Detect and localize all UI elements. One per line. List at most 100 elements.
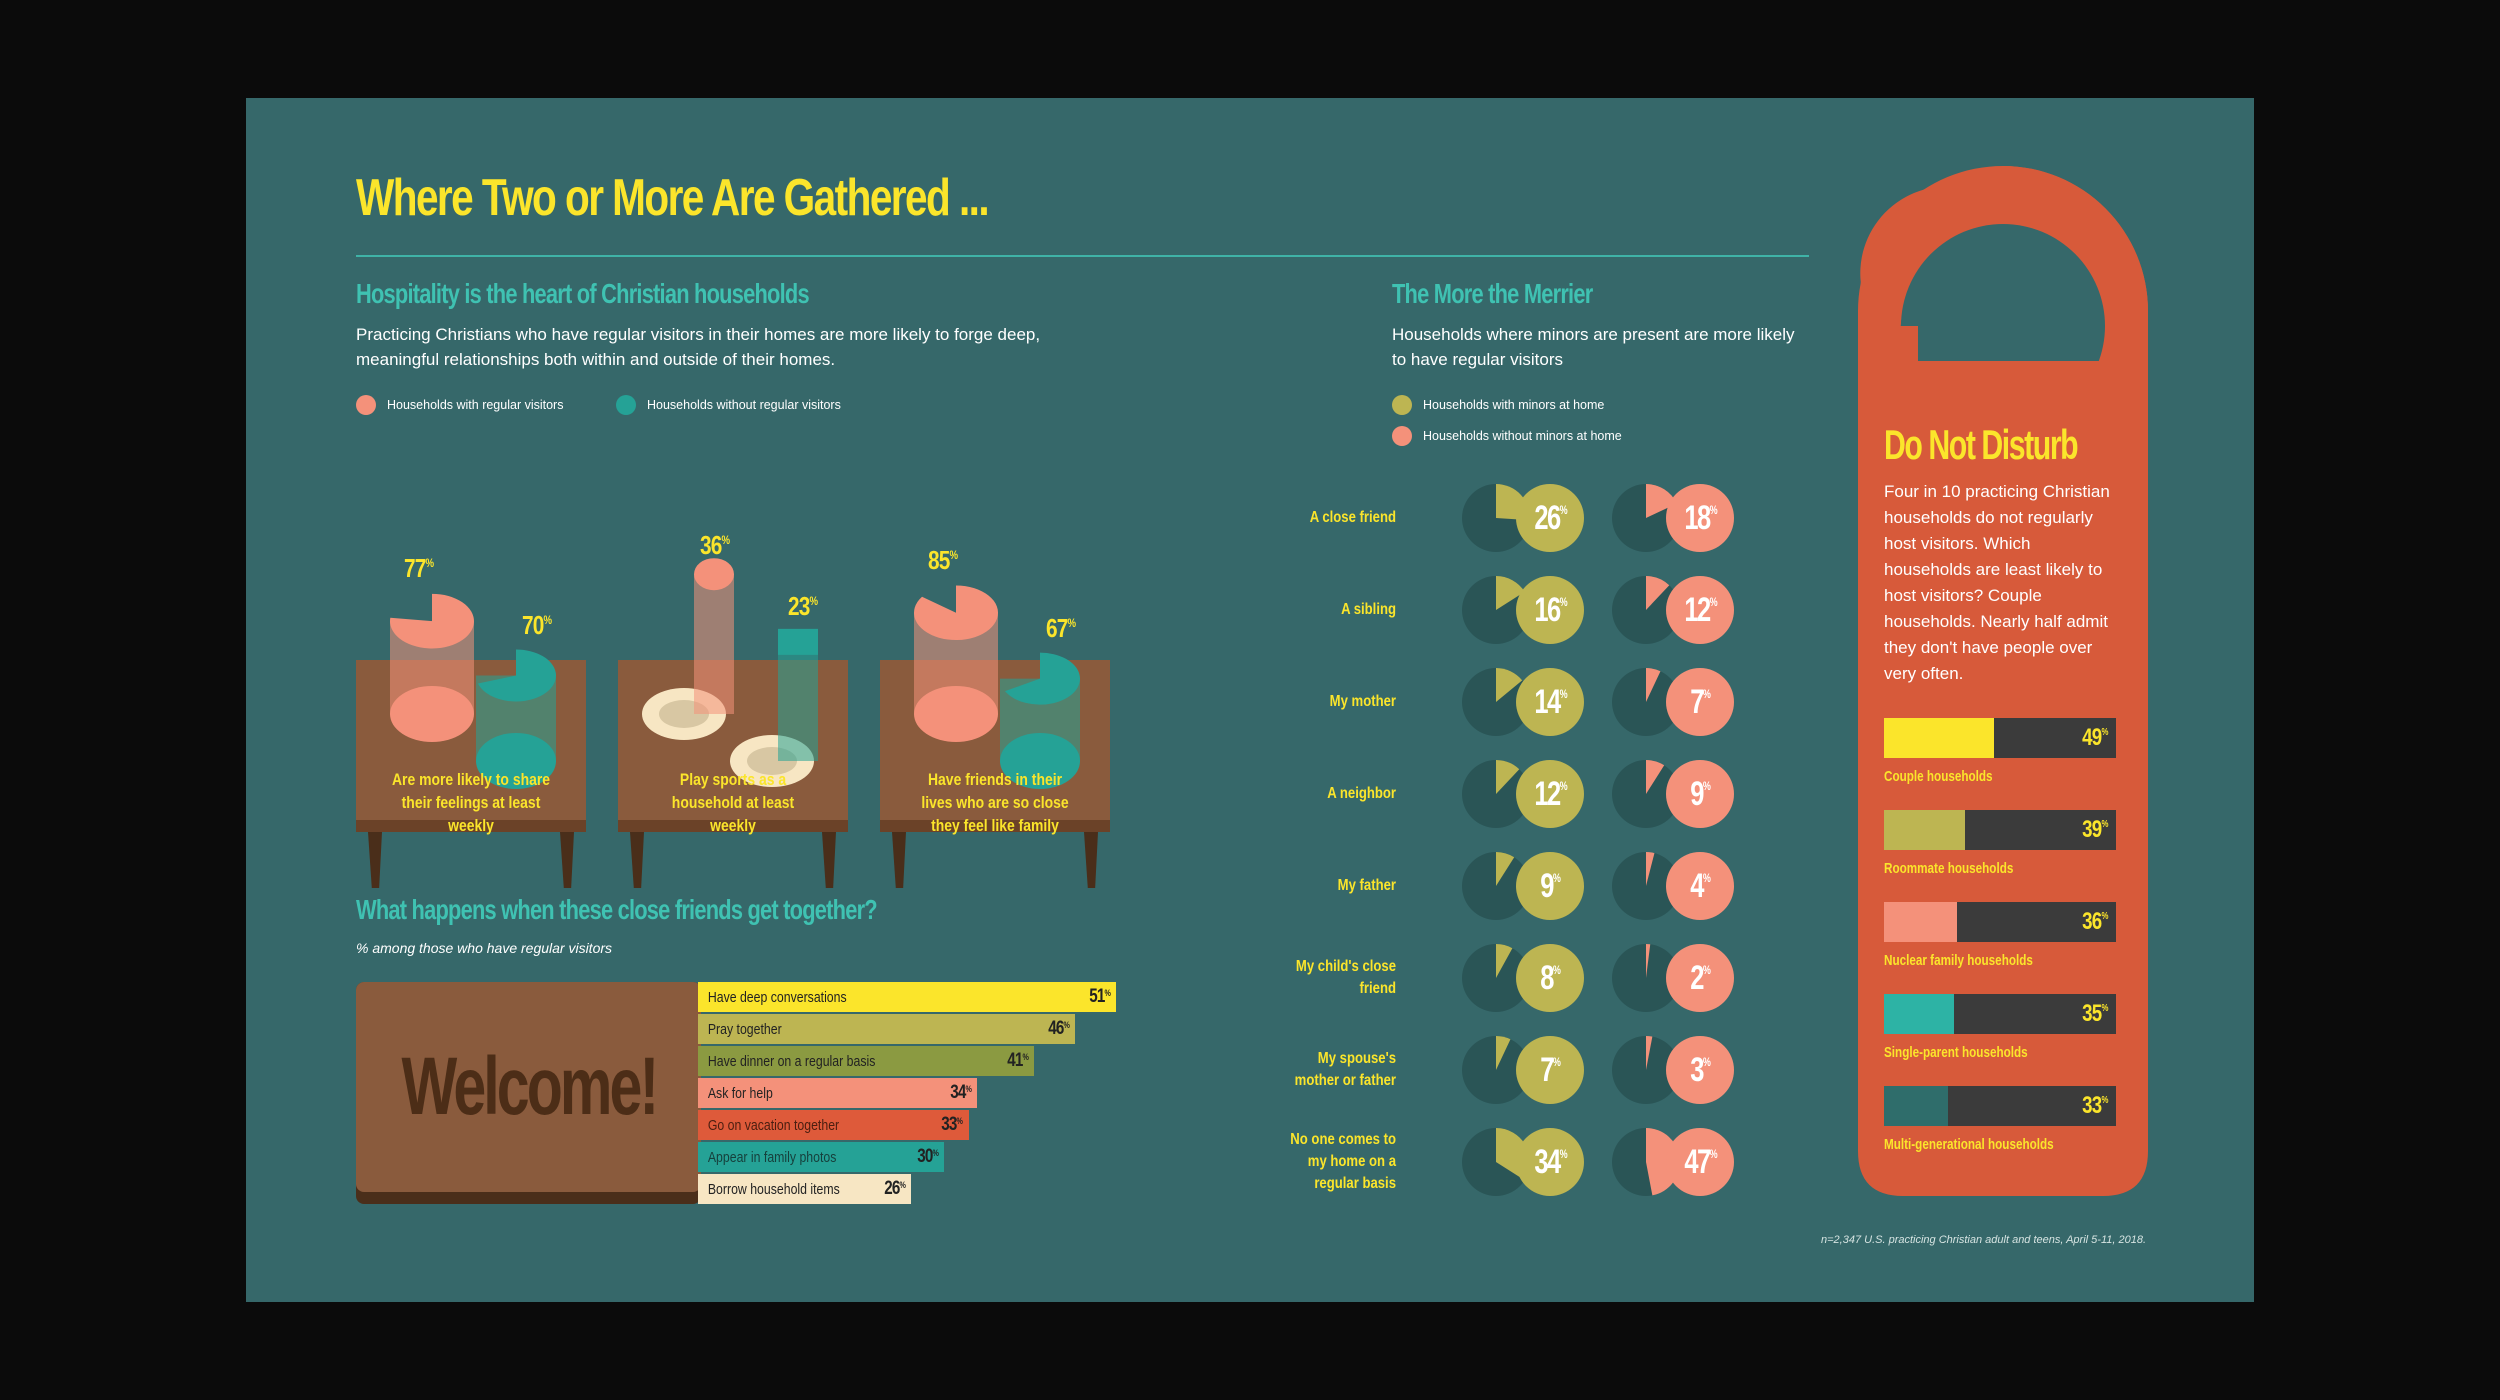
activity-bar: Ask for help 34% [698,1078,977,1108]
merrier-row-label: A sibling [1341,601,1396,618]
value-badge-with-minors: 16% [1516,576,1584,644]
glass-with-top [694,558,734,591]
activity-bar: Appear in family photos 30% [698,1142,944,1172]
activity-bar-label: Appear in family photos [707,1148,837,1166]
activity-bar-value: 51% [1089,986,1111,1007]
dnd-bar-fill [1884,810,1966,850]
activity-bar-label: Ask for help [707,1084,773,1102]
pie-slice [1496,576,1525,610]
pie-without-minors [1612,576,1680,644]
pie-slice [1646,1036,1653,1070]
value-label-with: 36% [700,530,730,561]
welcome-mat-text: Welcome! [401,1041,659,1132]
value-badge-with-minors: 9% [1516,852,1584,920]
pie-slice [1646,668,1661,702]
dnd-bar-fill [1884,718,1995,758]
dnd-bar-value: 36% [2082,908,2109,935]
pie-with-minors [1462,944,1530,1012]
glass-without [778,634,818,761]
legend-without-minors: Households without minors at home [1392,426,1622,446]
legend-label-with: Households with regular visitors [387,398,564,412]
legend-with-visitors: Households with regular visitors [356,395,563,415]
pie-slice [1496,944,1513,978]
dnd-bar-label: Roommate households [1884,860,2014,877]
merrier-row-label: My father [1337,877,1396,894]
activity-bar-value: 30% [917,1146,939,1167]
glass-with-top [390,593,474,649]
dnd-bar-label: Multi-generational households [1884,1136,2054,1153]
value-badge-with-minors: 7% [1516,1036,1584,1104]
merrier-row-label: My child's close friend [1295,958,1396,997]
dnd-bar-value: 49% [2082,724,2109,751]
pie-slice [1646,852,1655,886]
table-leg [560,832,574,888]
table-leg [822,832,836,888]
value-badge-with-minors: 12% [1516,760,1584,828]
title-divider [356,255,1809,257]
value-badge-without-minors: 47% [1666,1128,1734,1196]
activity-bar-value: 46% [1048,1018,1070,1039]
activities-bar-chart: Have deep conversations 51% Pray together 4… [698,982,1118,1212]
glass-without-base [476,733,556,789]
hospitality-heading: Hospitality is the heart of Christian ho… [356,278,810,309]
activity-bar-label: Pray together [707,1020,782,1038]
dnd-bar-label: Single-parent households [1884,1044,2028,1061]
dnd-bar-fill [1884,994,1954,1034]
pie-without-minors [1612,1036,1680,1104]
pie-slice [1496,668,1523,702]
dnd-bar-label: Couple households [1884,768,1993,785]
pie-slice [1646,484,1677,518]
dnd-bar-label: Nuclear family households [1884,952,2033,969]
infographic-panel: Where Two or More Are Gathered ... Hospi… [246,98,2254,1302]
pie-without-minors [1612,852,1680,920]
pie-with-minors [1462,576,1530,644]
dnd-bar-fill [1884,1086,1948,1126]
legend-swatch-minors [1392,395,1412,415]
activities-heading: What happens when these close friends ge… [356,894,878,925]
dnd-bar-track: 35% [1884,994,2116,1034]
value-badge-with-minors: 8% [1516,944,1584,1012]
merrier-row-label: No one comes to my home on a regular bas… [1290,1131,1396,1192]
pie-with-minors [1462,1036,1530,1104]
merrier-row-label: My mother [1329,693,1396,710]
table-leg [1084,832,1098,888]
glass-without-top [477,649,556,702]
table-edge [618,820,848,832]
footnote: n=2,347 U.S. practicing Christian adult … [1821,1234,2146,1246]
merrier-heading: The More the Merrier [1392,278,1593,309]
activities-subheading: % among those who have regular visitors [356,940,613,956]
dnd-bar-track: 33% [1884,1086,2116,1126]
merrier-body: Households where minors are present are … [1392,325,1795,369]
hospitality-body: Practicing Christians who have regular v… [356,325,1041,369]
glass-with-base [390,686,474,742]
value-badge-with-minors: 26% [1516,484,1584,552]
activity-bar-label: Have deep conversations [707,988,847,1006]
glass-with-top [914,585,998,641]
legend-without-visitors: Households without regular visitors [616,395,841,415]
activity-bar: Pray together 46% [698,1014,1076,1044]
pie-with-minors [1462,852,1530,920]
pie-slice [1496,760,1520,794]
merrier-row-label: My spouse's mother or father [1294,1050,1396,1089]
table-leg [630,832,644,888]
activity-bar-value: 26% [884,1178,906,1199]
activity-bar: Borrow household items 26% [698,1174,912,1204]
page-title: Where Two or More Are Gathered ... [356,169,990,227]
value-label-without: 23% [788,590,818,621]
table-leg [368,832,382,888]
value-badge-without-minors: 12% [1666,576,1734,644]
activity-bar-value: 33% [941,1114,964,1135]
pie-without-minors [1612,760,1680,828]
activity-bar-value: 34% [949,1082,972,1103]
value-badge-without-minors: 3% [1666,1036,1734,1104]
legend-label-without: Households without regular visitors [647,398,841,412]
legend-swatch-with [356,395,376,415]
glass-with-base [914,686,998,742]
pie-without-minors [1612,944,1680,1012]
glass-with [694,574,734,714]
category-caption: Have friends in their lives who are so c… [921,770,1069,835]
value-label-with: 85% [928,544,958,575]
welcome-mat: Welcome! [356,982,701,1192]
category-caption: Are more likely to share their feelings … [391,770,551,835]
value-badge-without-minors: 7% [1666,668,1734,736]
